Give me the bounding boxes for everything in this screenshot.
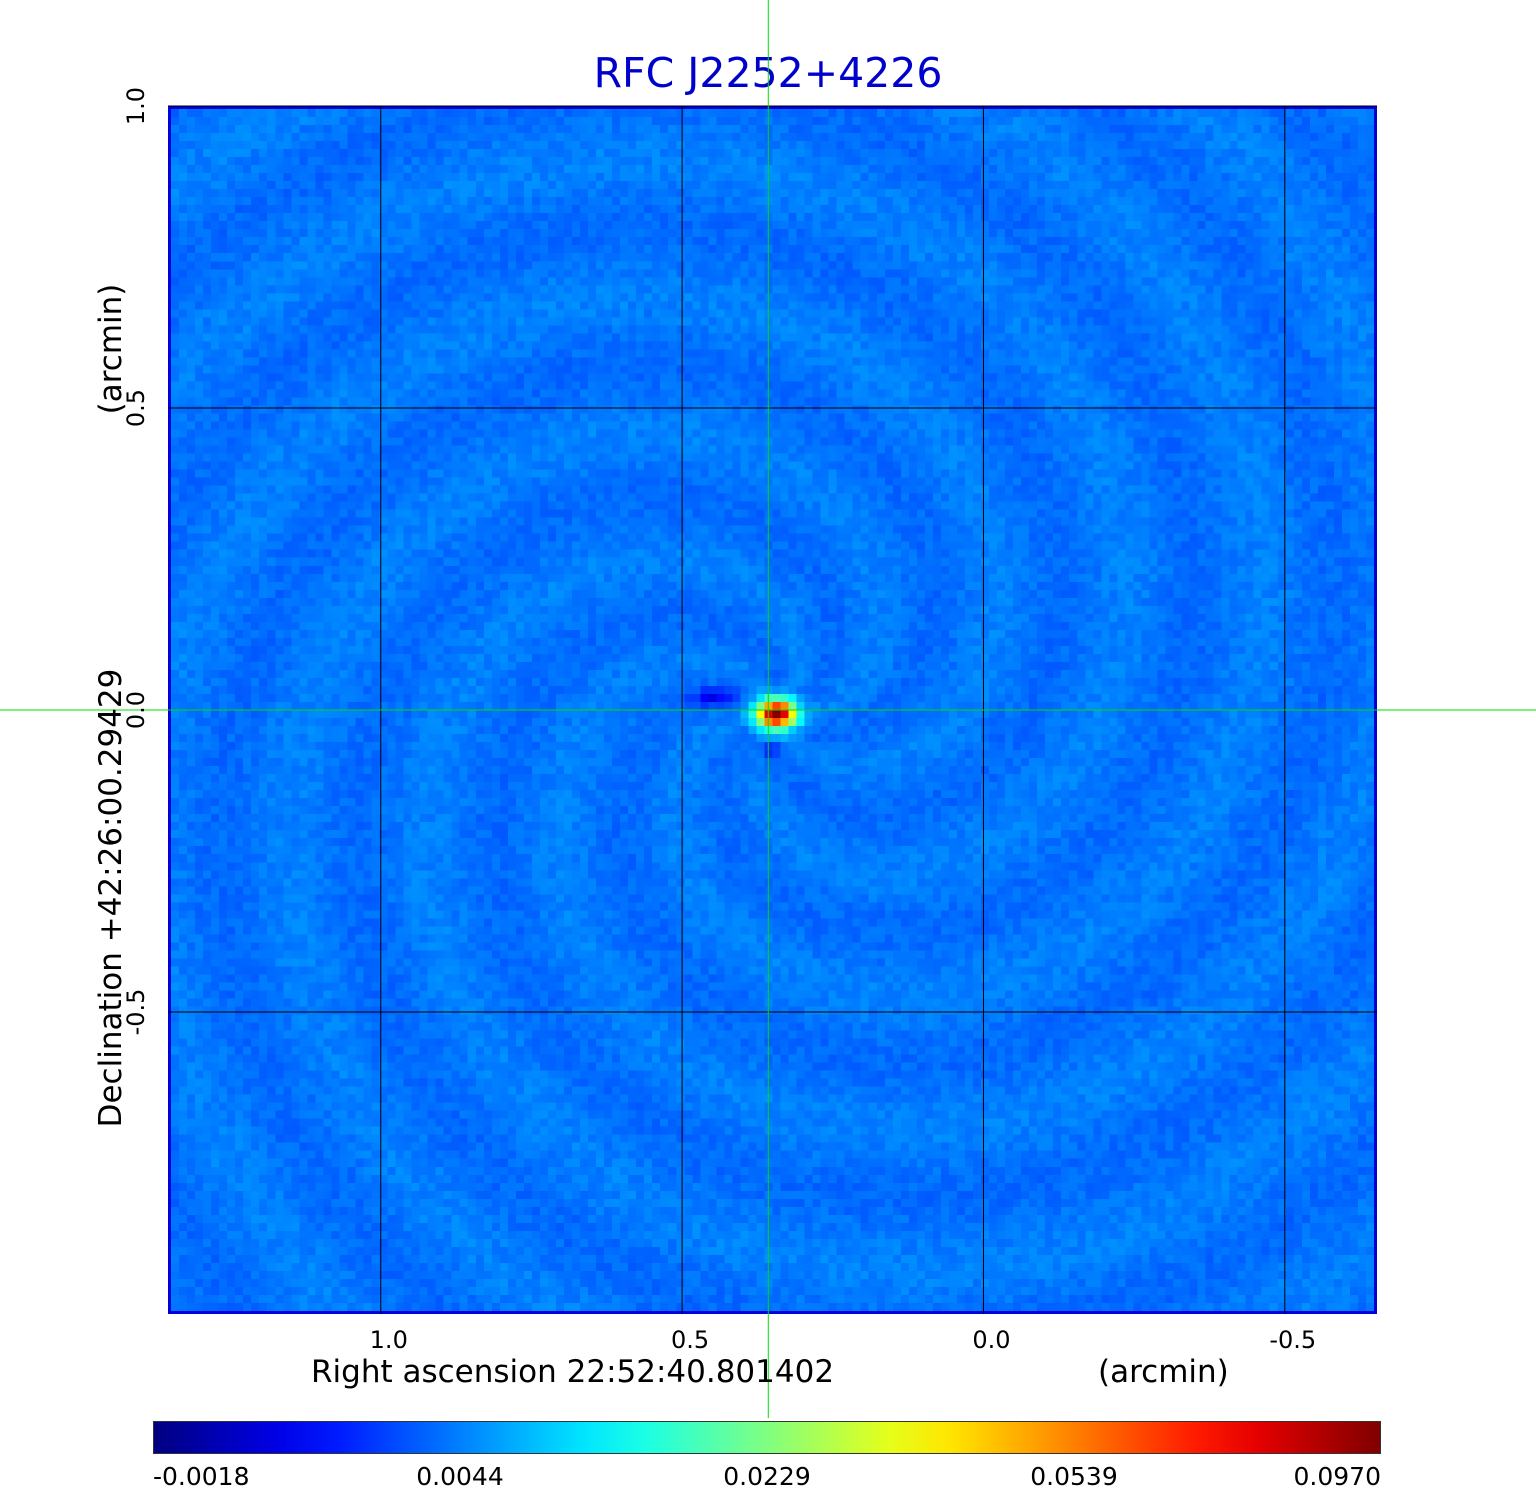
colorbar-tick-label-2: 0.0044 bbox=[416, 1462, 504, 1491]
x-tick-label-1: 1.0 bbox=[369, 1326, 408, 1354]
y-axis-unit: (arcmin) bbox=[93, 283, 129, 415]
x-tick-label-3: 0.0 bbox=[972, 1326, 1011, 1354]
colorbar-tick-label-3: 0.0229 bbox=[723, 1462, 811, 1491]
colorbar bbox=[153, 1421, 1381, 1454]
colorbar-tick-label-4: 0.0539 bbox=[1030, 1462, 1118, 1491]
intensity-map bbox=[171, 109, 1374, 1311]
y-axis-label: Declination +42:26:00.29429 bbox=[93, 668, 129, 1128]
x-tick-label-4: -0.5 bbox=[1269, 1326, 1317, 1354]
y-tick-label-1: 1.0 bbox=[122, 86, 150, 126]
colorbar-tick-label-1: -0.0018 bbox=[153, 1462, 250, 1491]
chart-title: RFC J2252+4226 bbox=[593, 49, 943, 97]
x-axis-unit: (arcmin) bbox=[1098, 1354, 1229, 1390]
x-axis-label: Right ascension 22:52:40.801402 bbox=[311, 1354, 835, 1390]
colorbar-tick-label-5: 0.0970 bbox=[1293, 1462, 1381, 1491]
x-tick-label-2: 0.5 bbox=[671, 1326, 710, 1354]
image-plot-area bbox=[168, 106, 1377, 1314]
